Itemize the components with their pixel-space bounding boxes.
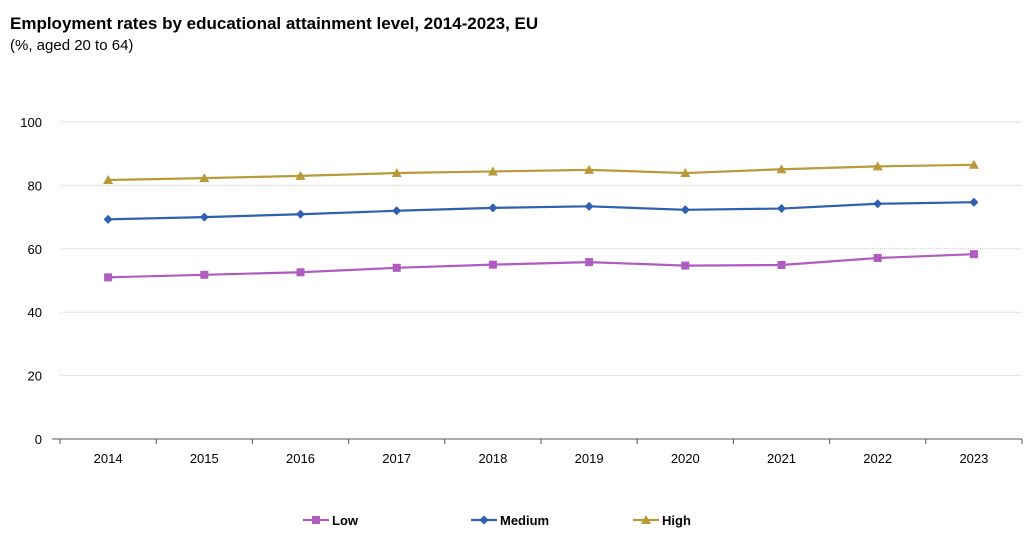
x-tick-label: 2016 bbox=[286, 451, 315, 466]
legend-label: Low bbox=[332, 512, 358, 528]
data-point-high bbox=[872, 161, 883, 171]
data-point-high bbox=[584, 164, 595, 174]
data-point-low bbox=[488, 260, 497, 269]
series-medium bbox=[103, 197, 979, 224]
data-point-medium bbox=[777, 204, 786, 214]
y-tick-label: 20 bbox=[28, 369, 42, 384]
data-point-medium bbox=[969, 197, 979, 207]
data-point-high bbox=[199, 173, 210, 183]
chart-title: Employment rates by educational attainme… bbox=[10, 14, 539, 33]
data-point-medium bbox=[584, 201, 594, 211]
data-point-high bbox=[295, 170, 306, 180]
legend-swatch-marker bbox=[479, 515, 489, 525]
x-tick-label: 2015 bbox=[190, 451, 219, 466]
legend-swatch-marker bbox=[312, 516, 320, 524]
chart-subtitle: (%, aged 20 to 64) bbox=[10, 37, 134, 54]
series-line-high bbox=[108, 163, 974, 182]
data-point-medium bbox=[488, 203, 498, 213]
x-tick-label: 2022 bbox=[863, 451, 892, 466]
y-tick-label: 60 bbox=[28, 242, 42, 257]
gridlines bbox=[60, 121, 1022, 377]
data-point-high bbox=[968, 159, 979, 169]
legend-label: High bbox=[662, 512, 691, 528]
series-high bbox=[103, 159, 979, 185]
data-point-medium bbox=[199, 212, 209, 222]
data-point-low bbox=[200, 270, 209, 279]
x-tick-labels: 2014 2015 2016 2017 2018 2019 2020 2021 2022 2023 bbox=[94, 451, 989, 466]
series-low bbox=[104, 250, 978, 282]
data-point-high bbox=[680, 168, 691, 178]
x-tick-label: 2020 bbox=[671, 451, 700, 466]
data-point-medium bbox=[296, 209, 305, 219]
y-tick-label: 0 bbox=[35, 432, 42, 447]
legend-item-medium: Medium bbox=[470, 509, 549, 531]
data-point-low bbox=[681, 261, 690, 270]
legend: Low Medium High bbox=[0, 509, 1027, 531]
x-tick-label: 2023 bbox=[959, 451, 988, 466]
legend-item-high: High bbox=[632, 509, 691, 531]
data-point-low bbox=[969, 250, 978, 259]
legend-swatch-marker bbox=[641, 515, 651, 524]
y-tick-labels: 0 20 40 60 80 100 bbox=[20, 115, 42, 447]
data-point-medium bbox=[680, 205, 690, 215]
data-point-medium bbox=[103, 214, 113, 224]
data-point-medium bbox=[873, 199, 883, 209]
legend-label: Medium bbox=[500, 512, 550, 528]
data-point-low bbox=[104, 273, 113, 282]
x-tick-label: 2021 bbox=[767, 451, 796, 466]
x-tick-label: 2014 bbox=[94, 451, 123, 466]
y-tick-label: 100 bbox=[20, 115, 42, 130]
y-tick-label: 40 bbox=[28, 305, 42, 320]
data-point-low bbox=[296, 268, 305, 277]
data-point-high bbox=[103, 175, 114, 185]
legend-swatch-high bbox=[633, 515, 659, 524]
x-tick-label: 2017 bbox=[382, 451, 411, 466]
series-lines bbox=[103, 159, 979, 282]
legend-swatch-low bbox=[303, 516, 329, 524]
data-point-high bbox=[391, 168, 402, 178]
legend-item-low: Low bbox=[302, 509, 358, 531]
data-point-low bbox=[585, 258, 594, 267]
y-tick-label: 80 bbox=[28, 178, 42, 193]
x-tick-label: 2018 bbox=[478, 451, 507, 466]
series-line-medium bbox=[108, 201, 974, 221]
series-line-low bbox=[108, 253, 974, 279]
data-point-low bbox=[777, 260, 786, 269]
x-tick-label: 2019 bbox=[575, 451, 604, 466]
data-point-high bbox=[776, 164, 787, 174]
data-point-medium bbox=[392, 206, 402, 216]
line-chart: 0 20 40 60 80 100 2014 2015 2016 2017 2018 2019 202… bbox=[20, 115, 1023, 466]
legend-swatch-medium bbox=[471, 515, 497, 525]
axes bbox=[52, 438, 1023, 444]
data-point-low bbox=[873, 253, 882, 262]
data-point-high bbox=[487, 166, 498, 176]
data-point-low bbox=[392, 263, 401, 272]
